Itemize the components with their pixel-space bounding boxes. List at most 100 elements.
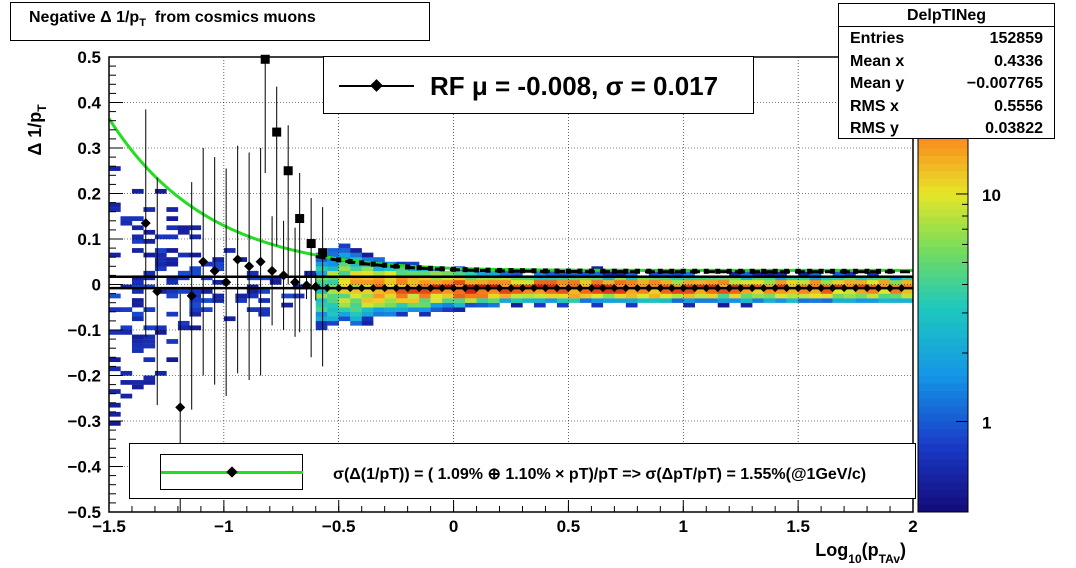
hist-cell <box>568 298 581 303</box>
y-tick-label: 0 <box>92 276 101 295</box>
hist-cell <box>442 302 454 308</box>
stats-label: Mean y <box>850 75 905 93</box>
hist-cell <box>798 293 810 299</box>
mean-point <box>301 280 312 291</box>
hist-cell <box>832 298 845 303</box>
palette-cell <box>918 254 968 263</box>
mean-point <box>702 284 711 293</box>
hist-cell <box>522 279 535 285</box>
hist-cell <box>556 289 569 294</box>
mean-point <box>334 284 343 293</box>
hist-cell <box>683 270 695 276</box>
hist-cell <box>327 302 339 308</box>
hist-cell <box>407 284 420 290</box>
hist-cell <box>614 279 627 285</box>
hist-cell <box>637 289 650 294</box>
hist-cell <box>522 284 535 290</box>
hist-cell <box>821 279 833 285</box>
hist-cell <box>579 279 592 285</box>
hist-cell <box>660 293 672 299</box>
sigma-point <box>306 239 316 249</box>
hist-cell <box>717 284 730 290</box>
hist-cell <box>533 302 546 308</box>
hist-cell <box>327 261 339 267</box>
hist-cell <box>660 279 672 285</box>
sigma-point <box>451 266 457 272</box>
hist-cell <box>545 298 558 303</box>
sigma-point <box>703 268 709 274</box>
hist-cell <box>131 339 144 344</box>
stats-value: −0.007765 <box>966 75 1043 93</box>
hist-cell <box>568 289 581 294</box>
hist-cell <box>212 257 225 262</box>
palette-cell <box>918 284 968 293</box>
sigma-point <box>588 268 594 274</box>
x-axis-title-end: ) <box>900 540 906 560</box>
hist-cell <box>430 298 443 303</box>
sigma-point <box>715 268 721 274</box>
hist-cell <box>786 289 799 294</box>
hist-cell <box>579 270 592 276</box>
hist-cell <box>419 270 431 276</box>
stats-row-entries: Entries 152859 <box>839 27 1054 50</box>
x-axis-title: Log10(pTAv) <box>815 540 906 566</box>
hist-cell <box>430 293 443 299</box>
stats-label: Entries <box>850 30 905 47</box>
hist-cell <box>442 270 454 276</box>
hist-cell <box>465 298 477 303</box>
hist-cell <box>373 279 385 285</box>
fit-legend-marker-icon <box>370 79 383 92</box>
hist-cell <box>729 293 741 299</box>
hist-cell <box>556 279 569 285</box>
hist-cell <box>327 316 339 322</box>
hist-cell <box>798 284 810 290</box>
palette-cell <box>918 299 968 308</box>
hist-cell <box>545 293 558 299</box>
hist-cell <box>821 293 833 299</box>
sigma-point <box>565 268 571 274</box>
hist-cell <box>361 284 374 290</box>
hist-cell <box>533 293 546 299</box>
hist-cell <box>890 293 902 299</box>
hist-cell <box>361 307 374 312</box>
hist-cell <box>442 279 454 285</box>
hist-cell <box>384 307 397 312</box>
sigma-point <box>416 265 422 271</box>
sigma-point <box>405 264 411 270</box>
hist-cell <box>315 298 328 303</box>
resolution-legend-box: σ(Δ(1/pT)) = ( 1.09% ⊕ 1.10% × pT)/pT =>… <box>129 443 916 499</box>
hist-cell <box>120 380 133 385</box>
palette-cell <box>918 360 968 369</box>
hist-cell <box>338 289 351 294</box>
mean-point <box>828 284 837 293</box>
hist-cell <box>533 284 546 290</box>
hist-cell <box>338 293 351 299</box>
hist-cell <box>476 293 489 299</box>
hist-cell <box>350 257 362 262</box>
stats-row-rms-y: RMS y 0.03822 <box>839 117 1054 140</box>
palette-cell <box>918 155 968 164</box>
hist-cell <box>177 320 190 326</box>
hist-cell <box>212 261 225 267</box>
hist-cell <box>143 334 156 340</box>
hist-cell <box>614 289 627 294</box>
mean-point <box>771 284 780 293</box>
hist-cell <box>832 284 845 290</box>
hist-cell <box>131 380 144 385</box>
hist-cell <box>867 284 879 290</box>
mean-point <box>186 290 197 301</box>
hist-cell <box>143 207 156 212</box>
sigma-point <box>542 268 548 274</box>
mean-point <box>897 284 906 293</box>
hist-cell <box>878 279 891 285</box>
hist-cell <box>200 261 213 267</box>
hist-cell <box>131 279 144 285</box>
mean-point <box>863 284 872 293</box>
stats-row-mean-x: Mean x 0.4336 <box>839 50 1054 73</box>
hist-cell <box>671 289 684 294</box>
hist-cell <box>419 279 431 285</box>
hist-cell <box>602 298 615 303</box>
hist-cell <box>591 279 604 285</box>
axes: −1.5 −1 −0.5 0 0.5 1 1.5 2 −0.5 −0.4 −0.3 −0.2 −0.1 0… <box>67 48 917 536</box>
hist-cell <box>511 298 523 303</box>
